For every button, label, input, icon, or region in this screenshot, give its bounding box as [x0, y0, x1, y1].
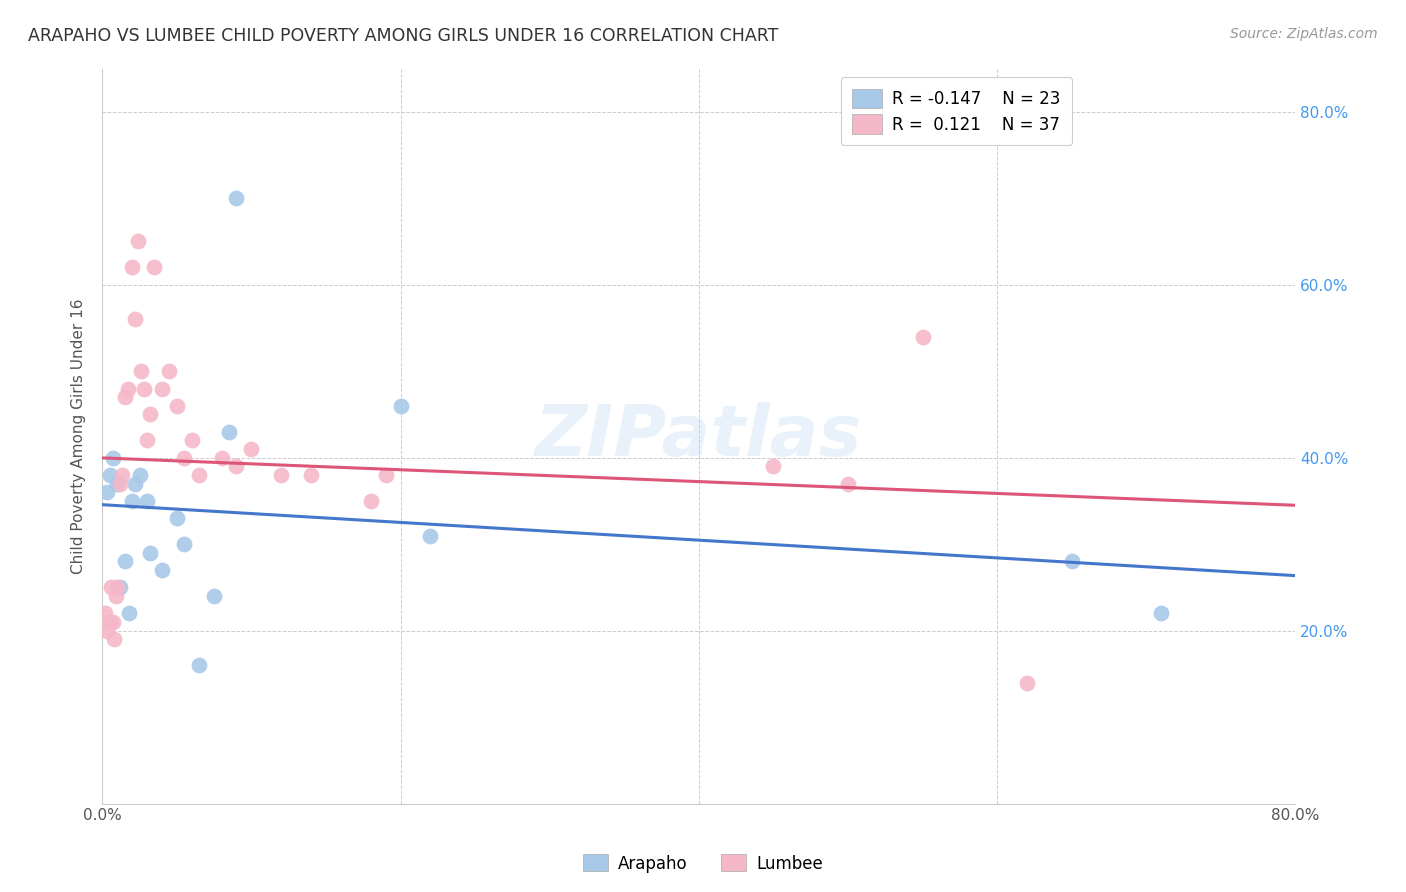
- Point: [166, 399, 188, 413]
- Point: [114, 390, 136, 404]
- Text: ZIPatlas: ZIPatlas: [536, 401, 862, 471]
- Point: [105, 476, 128, 491]
- Point: [136, 434, 159, 448]
- Point: [157, 364, 180, 378]
- Point: [105, 581, 128, 595]
- Point: [124, 312, 146, 326]
- Point: [150, 382, 173, 396]
- Point: [188, 658, 211, 673]
- Point: [225, 459, 247, 474]
- Text: ARAPAHO VS LUMBEE CHILD POVERTY AMONG GIRLS UNDER 16 CORRELATION CHART: ARAPAHO VS LUMBEE CHILD POVERTY AMONG GI…: [28, 27, 779, 45]
- Point: [180, 434, 202, 448]
- Point: [124, 476, 146, 491]
- Point: [127, 235, 149, 249]
- Point: [132, 382, 155, 396]
- Point: [1060, 554, 1083, 568]
- Point: [128, 467, 150, 482]
- Point: [104, 589, 127, 603]
- Point: [103, 632, 125, 647]
- Point: [110, 467, 132, 482]
- Point: [218, 425, 240, 439]
- Point: [101, 615, 124, 629]
- Legend: R = -0.147    N = 23, R =  0.121    N = 37: R = -0.147 N = 23, R = 0.121 N = 37: [841, 77, 1073, 145]
- Point: [114, 554, 136, 568]
- Point: [374, 467, 396, 482]
- Point: [166, 511, 188, 525]
- Point: [150, 563, 173, 577]
- Point: [188, 467, 211, 482]
- Point: [173, 450, 195, 465]
- Point: [121, 494, 143, 508]
- Point: [108, 581, 131, 595]
- Point: [121, 260, 143, 275]
- Point: [108, 476, 131, 491]
- Point: [143, 260, 166, 275]
- Point: [173, 537, 195, 551]
- Point: [240, 442, 263, 456]
- Point: [837, 476, 859, 491]
- Legend: Arapaho, Lumbee: Arapaho, Lumbee: [576, 847, 830, 880]
- Point: [136, 494, 159, 508]
- Point: [270, 467, 292, 482]
- Point: [1150, 607, 1173, 621]
- Point: [389, 399, 412, 413]
- Point: [202, 589, 225, 603]
- Point: [139, 546, 162, 560]
- Point: [101, 450, 124, 465]
- Point: [360, 494, 382, 508]
- Y-axis label: Child Poverty Among Girls Under 16: Child Poverty Among Girls Under 16: [72, 298, 86, 574]
- Point: [100, 581, 122, 595]
- Point: [96, 624, 118, 638]
- Point: [118, 607, 141, 621]
- Point: [211, 450, 233, 465]
- Point: [419, 528, 441, 542]
- Point: [1015, 675, 1038, 690]
- Point: [129, 364, 152, 378]
- Point: [98, 615, 121, 629]
- Point: [139, 408, 162, 422]
- Point: [117, 382, 139, 396]
- Point: [225, 191, 247, 205]
- Point: [299, 467, 322, 482]
- Point: [96, 485, 118, 500]
- Point: [911, 329, 934, 343]
- Point: [762, 459, 785, 474]
- Text: Source: ZipAtlas.com: Source: ZipAtlas.com: [1230, 27, 1378, 41]
- Point: [94, 607, 117, 621]
- Point: [98, 467, 121, 482]
